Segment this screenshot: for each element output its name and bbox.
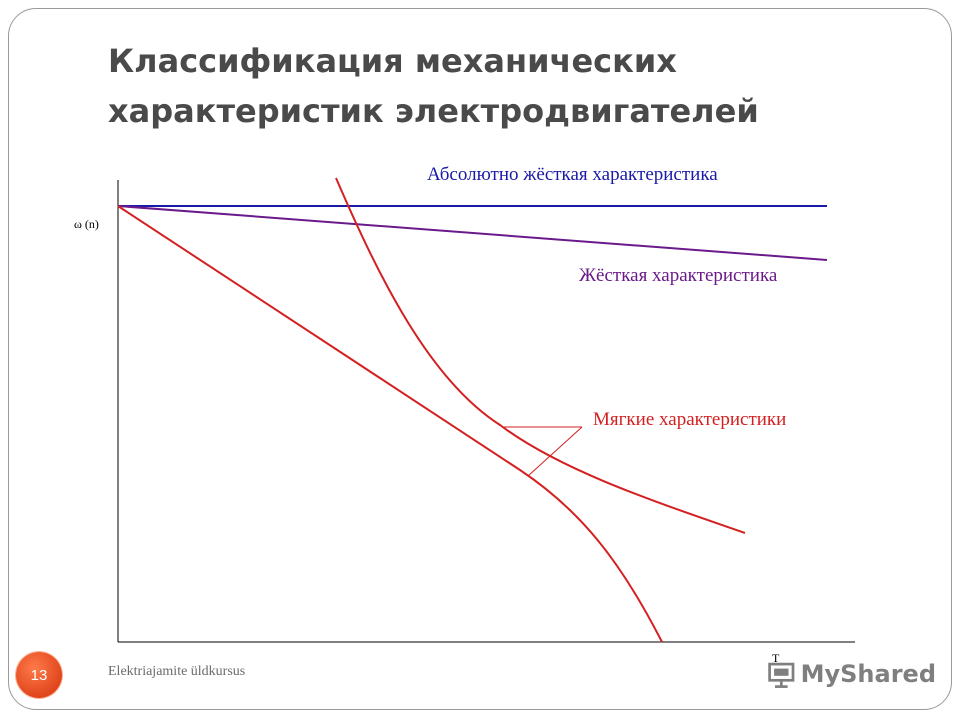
label-soft: Мягкие характеристики	[593, 409, 786, 430]
soft-curve-2	[335, 177, 746, 534]
page-number: 13	[30, 666, 48, 684]
title-line-2: характеристик электродвигателей	[108, 92, 759, 130]
x-axis-label: T	[772, 651, 780, 665]
rigid-line	[117, 205, 828, 261]
slide-title: Классификация механических характеристик…	[108, 36, 868, 136]
page-number-badge: 13	[16, 652, 62, 698]
y-axis-label: ω (n)	[74, 217, 99, 231]
watermark-text: MyShared	[800, 660, 936, 688]
footer-text: Elektriajamite üldkursus	[108, 664, 246, 679]
soft-curve-1	[117, 205, 663, 643]
presentation-board-icon	[768, 662, 795, 688]
watermark-logo: MyShared	[766, 654, 936, 694]
slide-frame	[8, 8, 952, 710]
soft-pointer-2	[527, 426, 583, 477]
label-rigid: Жёсткая характеристика	[579, 265, 778, 286]
label-absolute-rigid: Абсолютно жёсткая характеристика	[427, 164, 718, 185]
title-line-1: Классификация механических	[108, 42, 677, 80]
